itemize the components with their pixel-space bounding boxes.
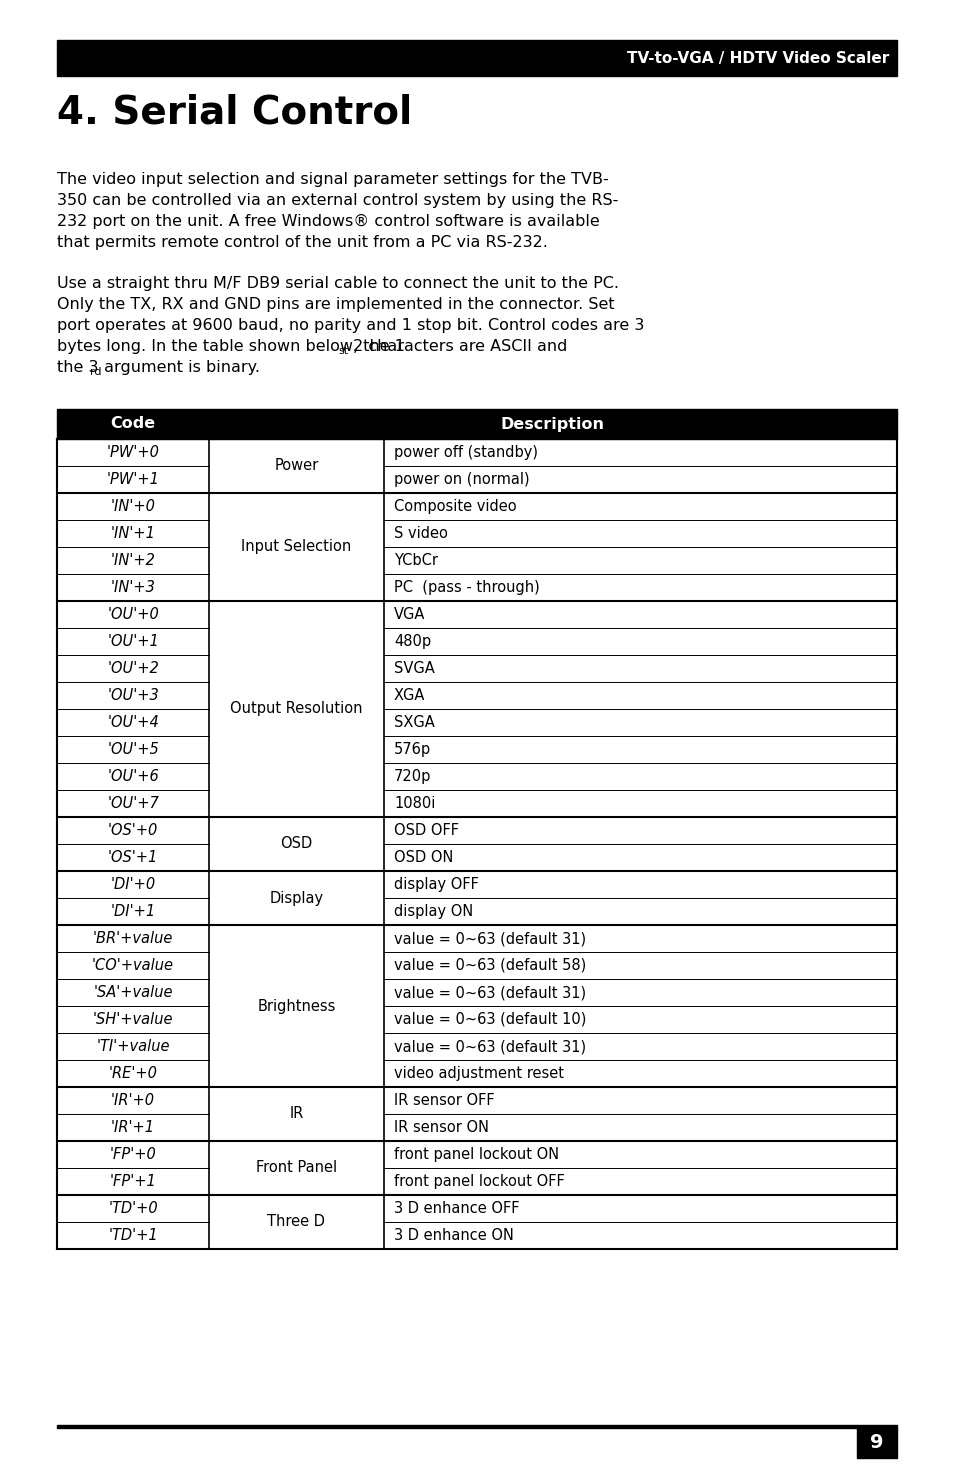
Text: 'IN'+3: 'IN'+3: [111, 580, 155, 594]
Text: 'TI'+value: 'TI'+value: [96, 1038, 170, 1055]
Text: 232 port on the unit. A free Windows® control software is available: 232 port on the unit. A free Windows® co…: [57, 214, 599, 229]
Text: Input Selection: Input Selection: [241, 540, 352, 555]
Text: 'IN'+1: 'IN'+1: [111, 527, 155, 541]
Text: Three D: Three D: [267, 1214, 325, 1230]
Text: 4. Serial Control: 4. Serial Control: [57, 94, 412, 131]
Text: 'PW'+1: 'PW'+1: [107, 472, 159, 487]
Text: 576p: 576p: [394, 742, 431, 757]
Text: 'FP'+0: 'FP'+0: [110, 1148, 156, 1162]
Text: SXGA: SXGA: [394, 715, 435, 730]
Text: 'OU'+6: 'OU'+6: [107, 768, 159, 785]
Text: 'SA'+value: 'SA'+value: [93, 985, 172, 1000]
Text: 'IR'+0: 'IR'+0: [111, 1093, 154, 1108]
Text: 'OS'+1: 'OS'+1: [108, 850, 158, 864]
Text: 350 can be controlled via an external control system by using the RS-: 350 can be controlled via an external co…: [57, 193, 618, 208]
Text: Brightness: Brightness: [257, 999, 335, 1013]
Text: value = 0~63 (default 31): value = 0~63 (default 31): [394, 1038, 585, 1055]
Text: 'OU'+0: 'OU'+0: [107, 608, 159, 622]
Text: 'TD'+0: 'TD'+0: [108, 1201, 157, 1215]
Text: 'OU'+1: 'OU'+1: [107, 634, 159, 649]
Text: power on (normal): power on (normal): [394, 472, 529, 487]
Text: 'OU'+4: 'OU'+4: [107, 715, 159, 730]
Text: Composite video: Composite video: [394, 499, 517, 513]
Text: st: st: [338, 347, 349, 355]
Text: 1080i: 1080i: [394, 796, 435, 811]
Text: 720p: 720p: [394, 768, 431, 785]
Text: OSD ON: OSD ON: [394, 850, 453, 864]
Text: 'IR'+1: 'IR'+1: [111, 1120, 154, 1134]
Text: 'OU'+2: 'OU'+2: [107, 661, 159, 676]
Bar: [57, 1425, 896, 1428]
Text: XGA: XGA: [394, 687, 425, 704]
Text: 'IN'+0: 'IN'+0: [111, 499, 155, 513]
Text: display OFF: display OFF: [394, 878, 478, 892]
Text: OSD: OSD: [280, 836, 313, 851]
Text: VGA: VGA: [394, 608, 425, 622]
Text: 'FP'+1: 'FP'+1: [110, 1174, 156, 1189]
Text: The video input selection and signal parameter settings for the TVB-: The video input selection and signal par…: [57, 173, 608, 187]
Bar: [57, 40, 896, 77]
Text: 'RE'+0: 'RE'+0: [109, 1066, 157, 1081]
Text: Only the TX, RX and GND pins are implemented in the connector. Set: Only the TX, RX and GND pins are impleme…: [57, 296, 614, 313]
Text: power off (standby): power off (standby): [394, 445, 537, 460]
Text: Description: Description: [500, 416, 604, 432]
Text: S video: S video: [394, 527, 447, 541]
Text: value = 0~63 (default 31): value = 0~63 (default 31): [394, 985, 585, 1000]
Text: IR sensor ON: IR sensor ON: [394, 1120, 489, 1134]
Text: Output Resolution: Output Resolution: [230, 702, 362, 717]
Text: 'OU'+7: 'OU'+7: [107, 796, 159, 811]
Text: OSD OFF: OSD OFF: [394, 823, 458, 838]
Text: Code: Code: [111, 416, 155, 432]
Text: 'DI'+0: 'DI'+0: [111, 878, 155, 892]
Text: YCbCr: YCbCr: [394, 553, 437, 568]
Text: Front Panel: Front Panel: [255, 1161, 336, 1176]
Text: bytes long. In the table shown below, the 1: bytes long. In the table shown below, th…: [57, 339, 405, 354]
Text: 480p: 480p: [394, 634, 431, 649]
Text: 'DI'+1: 'DI'+1: [111, 904, 155, 919]
Bar: [57, 409, 896, 440]
Text: rd: rd: [90, 367, 101, 378]
Text: 2 characters are ASCII and: 2 characters are ASCII and: [348, 339, 567, 354]
Text: 'BR'+value: 'BR'+value: [92, 931, 173, 945]
Text: value = 0~63 (default 10): value = 0~63 (default 10): [394, 1012, 586, 1027]
Text: 'OS'+0: 'OS'+0: [108, 823, 158, 838]
Text: value = 0~63 (default 58): value = 0~63 (default 58): [394, 957, 586, 974]
Text: value = 0~63 (default 31): value = 0~63 (default 31): [394, 931, 585, 945]
Text: display ON: display ON: [394, 904, 473, 919]
Text: 'PW'+0: 'PW'+0: [107, 445, 159, 460]
Text: port operates at 9600 baud, no parity and 1 stop bit. Control codes are 3: port operates at 9600 baud, no parity an…: [57, 319, 643, 333]
Text: PC  (pass - through): PC (pass - through): [394, 580, 539, 594]
Bar: [856, 1428, 896, 1457]
Text: SVGA: SVGA: [394, 661, 435, 676]
Text: front panel lockout OFF: front panel lockout OFF: [394, 1174, 564, 1189]
Text: 'SH'+value: 'SH'+value: [92, 1012, 173, 1027]
Text: 'OU'+5: 'OU'+5: [107, 742, 159, 757]
Text: Display: Display: [269, 891, 323, 906]
Text: 3 D enhance ON: 3 D enhance ON: [394, 1229, 514, 1243]
Text: Power: Power: [274, 459, 318, 473]
Text: 'OU'+3: 'OU'+3: [107, 687, 159, 704]
Text: TV-to-VGA / HDTV Video Scaler: TV-to-VGA / HDTV Video Scaler: [626, 50, 888, 65]
Text: Use a straight thru M/F DB9 serial cable to connect the unit to the PC.: Use a straight thru M/F DB9 serial cable…: [57, 276, 618, 291]
Text: 'TD'+1: 'TD'+1: [108, 1229, 157, 1243]
Bar: [57, 440, 896, 1249]
Text: argument is binary.: argument is binary.: [99, 360, 260, 375]
Text: front panel lockout ON: front panel lockout ON: [394, 1148, 558, 1162]
Text: video adjustment reset: video adjustment reset: [394, 1066, 563, 1081]
Text: 9: 9: [869, 1434, 882, 1453]
Text: 'IN'+2: 'IN'+2: [111, 553, 155, 568]
Text: 'CO'+value: 'CO'+value: [91, 957, 173, 974]
Text: that permits remote control of the unit from a PC via RS-232.: that permits remote control of the unit …: [57, 235, 547, 249]
Text: IR sensor OFF: IR sensor OFF: [394, 1093, 494, 1108]
Text: 3 D enhance OFF: 3 D enhance OFF: [394, 1201, 519, 1215]
Text: the 3: the 3: [57, 360, 98, 375]
Text: IR: IR: [289, 1106, 303, 1121]
